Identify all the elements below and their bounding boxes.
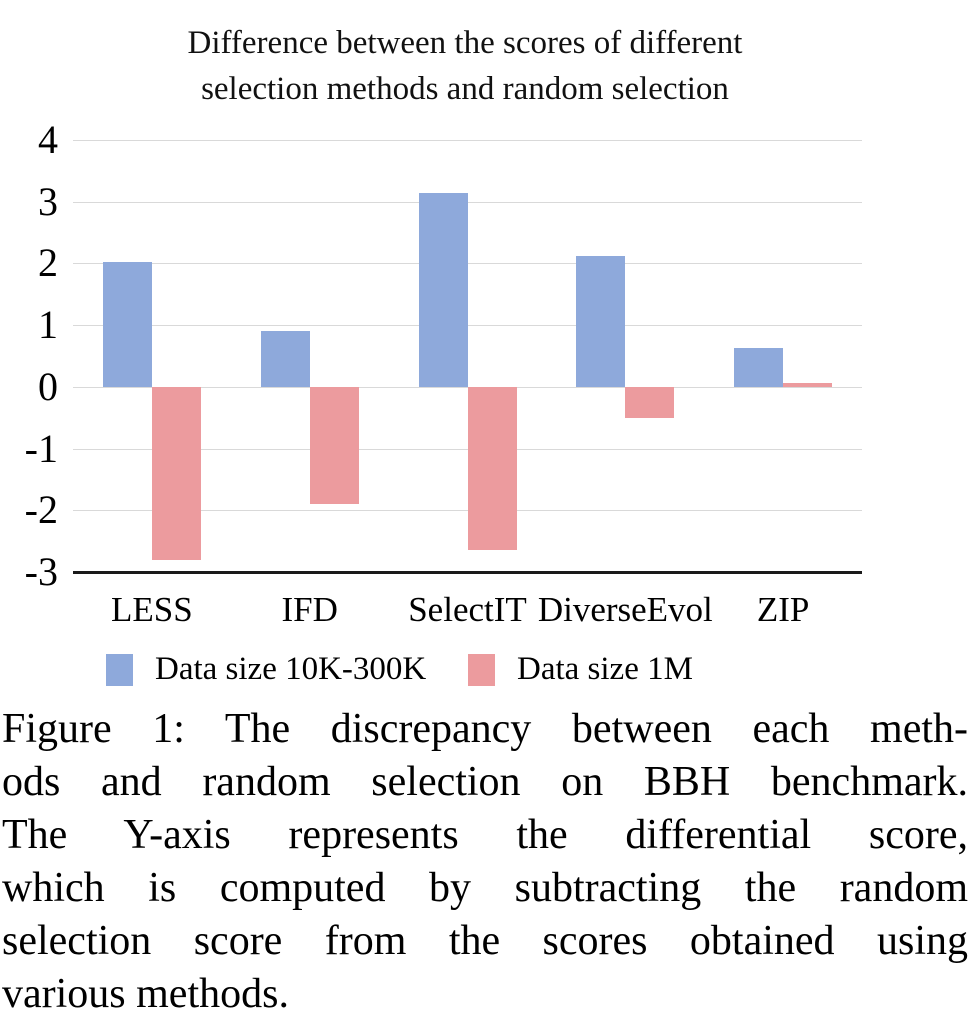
bar-less-series2: [151, 386, 201, 560]
caption-line: various methods.: [2, 971, 289, 1017]
y-tick-label-4: 4: [38, 117, 58, 162]
x-axis-line: [73, 571, 862, 574]
y-tick-label-1: 1: [38, 302, 58, 348]
bar-zip-series2: [783, 383, 833, 387]
bar-less-series1: [102, 261, 152, 387]
bar-selectit-series1: [418, 193, 468, 387]
bar-zip-series1: [734, 347, 784, 387]
gridline-y2: [73, 263, 862, 265]
x-tick-label-zip: ZIP: [756, 590, 810, 629]
caption-line: Figure 1: The discrepancy between each m…: [2, 706, 968, 752]
y-tick-label--3: -3: [24, 549, 58, 594]
legend-item-1m: Data size 1M: [468, 651, 693, 688]
x-tick-label-ifd: IFD: [281, 590, 338, 629]
bar-ifd-series1: [260, 331, 310, 387]
legend-label-1m: Data size 1M: [517, 651, 693, 687]
plot-area: [73, 140, 862, 574]
legend-label-10k-300k: Data size 10K-300K: [155, 651, 427, 687]
legend-swatch-blue: [106, 653, 133, 686]
caption-line: The Y-axis represents the differential s…: [2, 812, 968, 858]
legend-item-10k-300k: Data size 10K-300K: [106, 651, 426, 688]
caption-line: selection score from the scores obtained…: [2, 918, 968, 964]
caption-line: ods and random selection on BBH benchmar…: [2, 759, 968, 805]
chart-title-line1: Difference between the scores of differe…: [187, 25, 743, 61]
y-tick-label-3: 3: [38, 178, 58, 224]
chart-title-line2: selection methods and random selection: [201, 71, 729, 107]
bar-ifd-series2: [309, 386, 359, 505]
gridline-y4: [73, 140, 862, 141]
caption-line: which is computed by subtracting the ran…: [2, 865, 968, 911]
chart-title: Difference between the scores of differe…: [0, 20, 930, 112]
gridline-y3: [73, 201, 862, 203]
figure-caption: Figure 1: The discrepancy between each m…: [2, 703, 968, 1021]
y-tick-label-2: 2: [38, 240, 58, 286]
x-tick-label-selectit: SelectIT: [408, 590, 527, 629]
bar-diverseevol-series1: [576, 256, 626, 387]
legend-swatch-pink: [468, 653, 495, 686]
x-tick-label-diverseevol: DiverseEvol: [537, 590, 713, 629]
y-tick-label-0: 0: [38, 363, 58, 409]
bar-diverseevol-series2: [625, 386, 675, 419]
legend: Data size 10K-300K Data size 1M: [0, 651, 970, 691]
y-tick-label--1: -1: [24, 425, 58, 471]
gridline-y1: [73, 325, 862, 327]
x-tick-label-less: LESS: [111, 590, 193, 629]
bar-selectit-series2: [467, 386, 517, 551]
y-tick-label--2: -2: [24, 487, 58, 533]
